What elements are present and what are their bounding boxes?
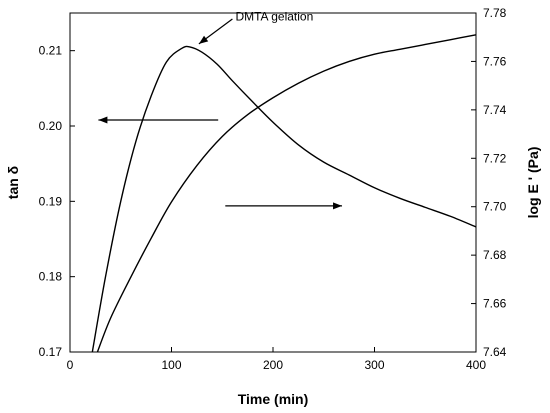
x-tick-label: 400 — [466, 358, 486, 372]
y-right-tick-label: 7.70 — [483, 200, 507, 214]
left-axis-arrow — [98, 116, 219, 124]
right-axis-arrow — [225, 202, 343, 210]
x-tick-label: 0 — [67, 358, 74, 372]
y-right-tick-label: 7.68 — [483, 248, 507, 262]
x-tick-label: 300 — [364, 358, 384, 372]
x-tick-label: 200 — [263, 358, 283, 372]
gelation-annotation-label: DMTA gelation — [235, 10, 313, 24]
y-right-tick-label: 7.76 — [483, 54, 507, 68]
y-axis-right-label: log E ' (Pa) — [525, 147, 541, 219]
x-tick-label: 100 — [161, 358, 181, 372]
plot-frame — [69, 12, 477, 353]
ticks-layer: 0 100 200 300 400 0.17 0.18 0.19 0.20 0.21 7.64 7.6… — [39, 6, 507, 372]
y-left-tick-label: 0.20 — [39, 119, 63, 133]
y-right-tick-label: 7.74 — [483, 103, 507, 117]
y-right-tick-label: 7.72 — [483, 151, 507, 165]
y-left-tick-label: 0.18 — [39, 270, 63, 284]
y-left-tick-label: 0.21 — [39, 44, 63, 58]
y-left-tick-label: 0.17 — [39, 345, 63, 359]
y-right-tick-label: 7.78 — [483, 6, 507, 20]
series-line-left-axis — [91, 45, 477, 353]
gelation-pointer-arrow — [198, 18, 233, 45]
x-axis-label: Time (min) — [238, 391, 309, 407]
series-layer — [91, 34, 477, 353]
y-right-tick-label: 7.66 — [483, 297, 507, 311]
y-axis-left-label: tan δ — [5, 166, 21, 199]
y-right-tick-label: 7.64 — [483, 345, 507, 359]
y-left-tick-label: 0.19 — [39, 194, 63, 208]
annotation-layer: DMTA gelation — [98, 10, 343, 210]
series-line-right-axis — [96, 34, 477, 353]
